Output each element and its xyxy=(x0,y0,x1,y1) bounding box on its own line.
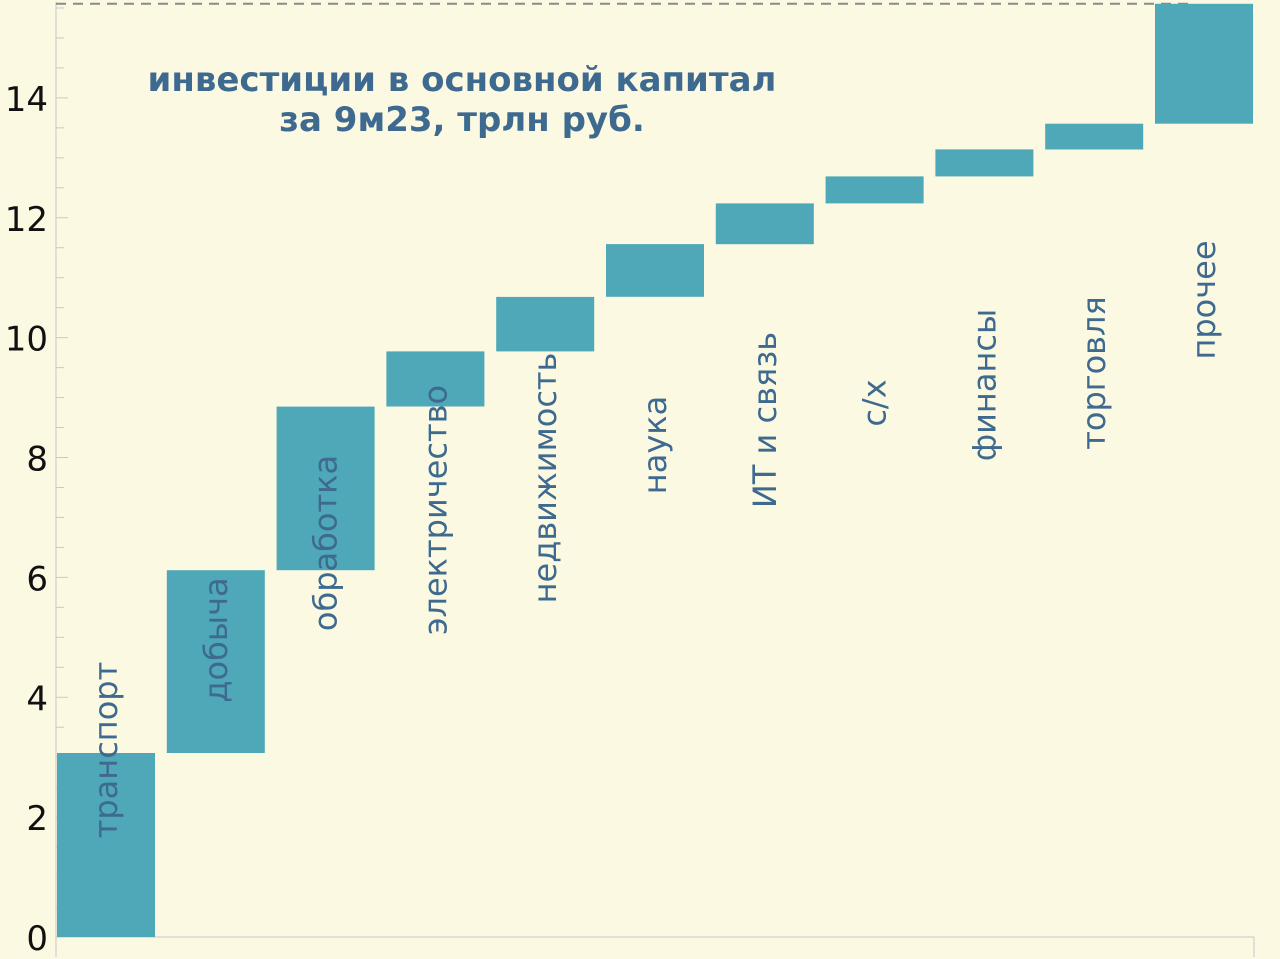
y-tick-label: 14 xyxy=(5,80,48,120)
bar-8 xyxy=(825,176,924,204)
bar-9 xyxy=(935,149,1034,177)
y-tick-label: 2 xyxy=(26,799,48,839)
category-label: транспорт xyxy=(87,662,125,839)
chart-title-line-2: за 9м23, трлн руб. xyxy=(279,100,644,140)
bar-5 xyxy=(496,296,595,352)
category-label: торговля xyxy=(1075,296,1113,449)
bar-2 xyxy=(166,570,265,753)
y-tick-label: 12 xyxy=(5,200,48,240)
chart-title-line-1: инвестиции в основной капитал xyxy=(148,60,777,100)
y-tick-label: 4 xyxy=(26,679,48,719)
y-tick-label: 6 xyxy=(26,559,48,599)
bar-3 xyxy=(276,406,375,571)
category-label: финансы xyxy=(965,309,1003,461)
category-label: с/х xyxy=(856,379,894,426)
category-label: ИТ и связь xyxy=(746,332,784,508)
y-tick-label: 8 xyxy=(26,440,48,480)
category-label: электричество xyxy=(416,385,454,635)
category-label: наука xyxy=(636,396,674,494)
category-label: обработка xyxy=(307,455,345,631)
bar-10 xyxy=(1045,123,1144,150)
bar-7 xyxy=(715,203,814,245)
category-label: добыча xyxy=(197,577,235,702)
category-label: прочее xyxy=(1185,240,1223,359)
category-label: недвижимость xyxy=(526,353,564,604)
bar-1 xyxy=(57,753,155,937)
bar-6 xyxy=(606,244,704,297)
bar-11 xyxy=(1155,3,1253,124)
y-tick-label: 10 xyxy=(5,320,48,360)
y-tick-label: 0 xyxy=(26,919,48,959)
bars-layer xyxy=(57,3,1253,937)
axes-layer: 0 2 4 6 8 10 12 14 xyxy=(5,2,1255,959)
bar-4 xyxy=(386,351,485,407)
labels-layer: транспорт добыча обработка электричество нед… xyxy=(87,240,1223,838)
